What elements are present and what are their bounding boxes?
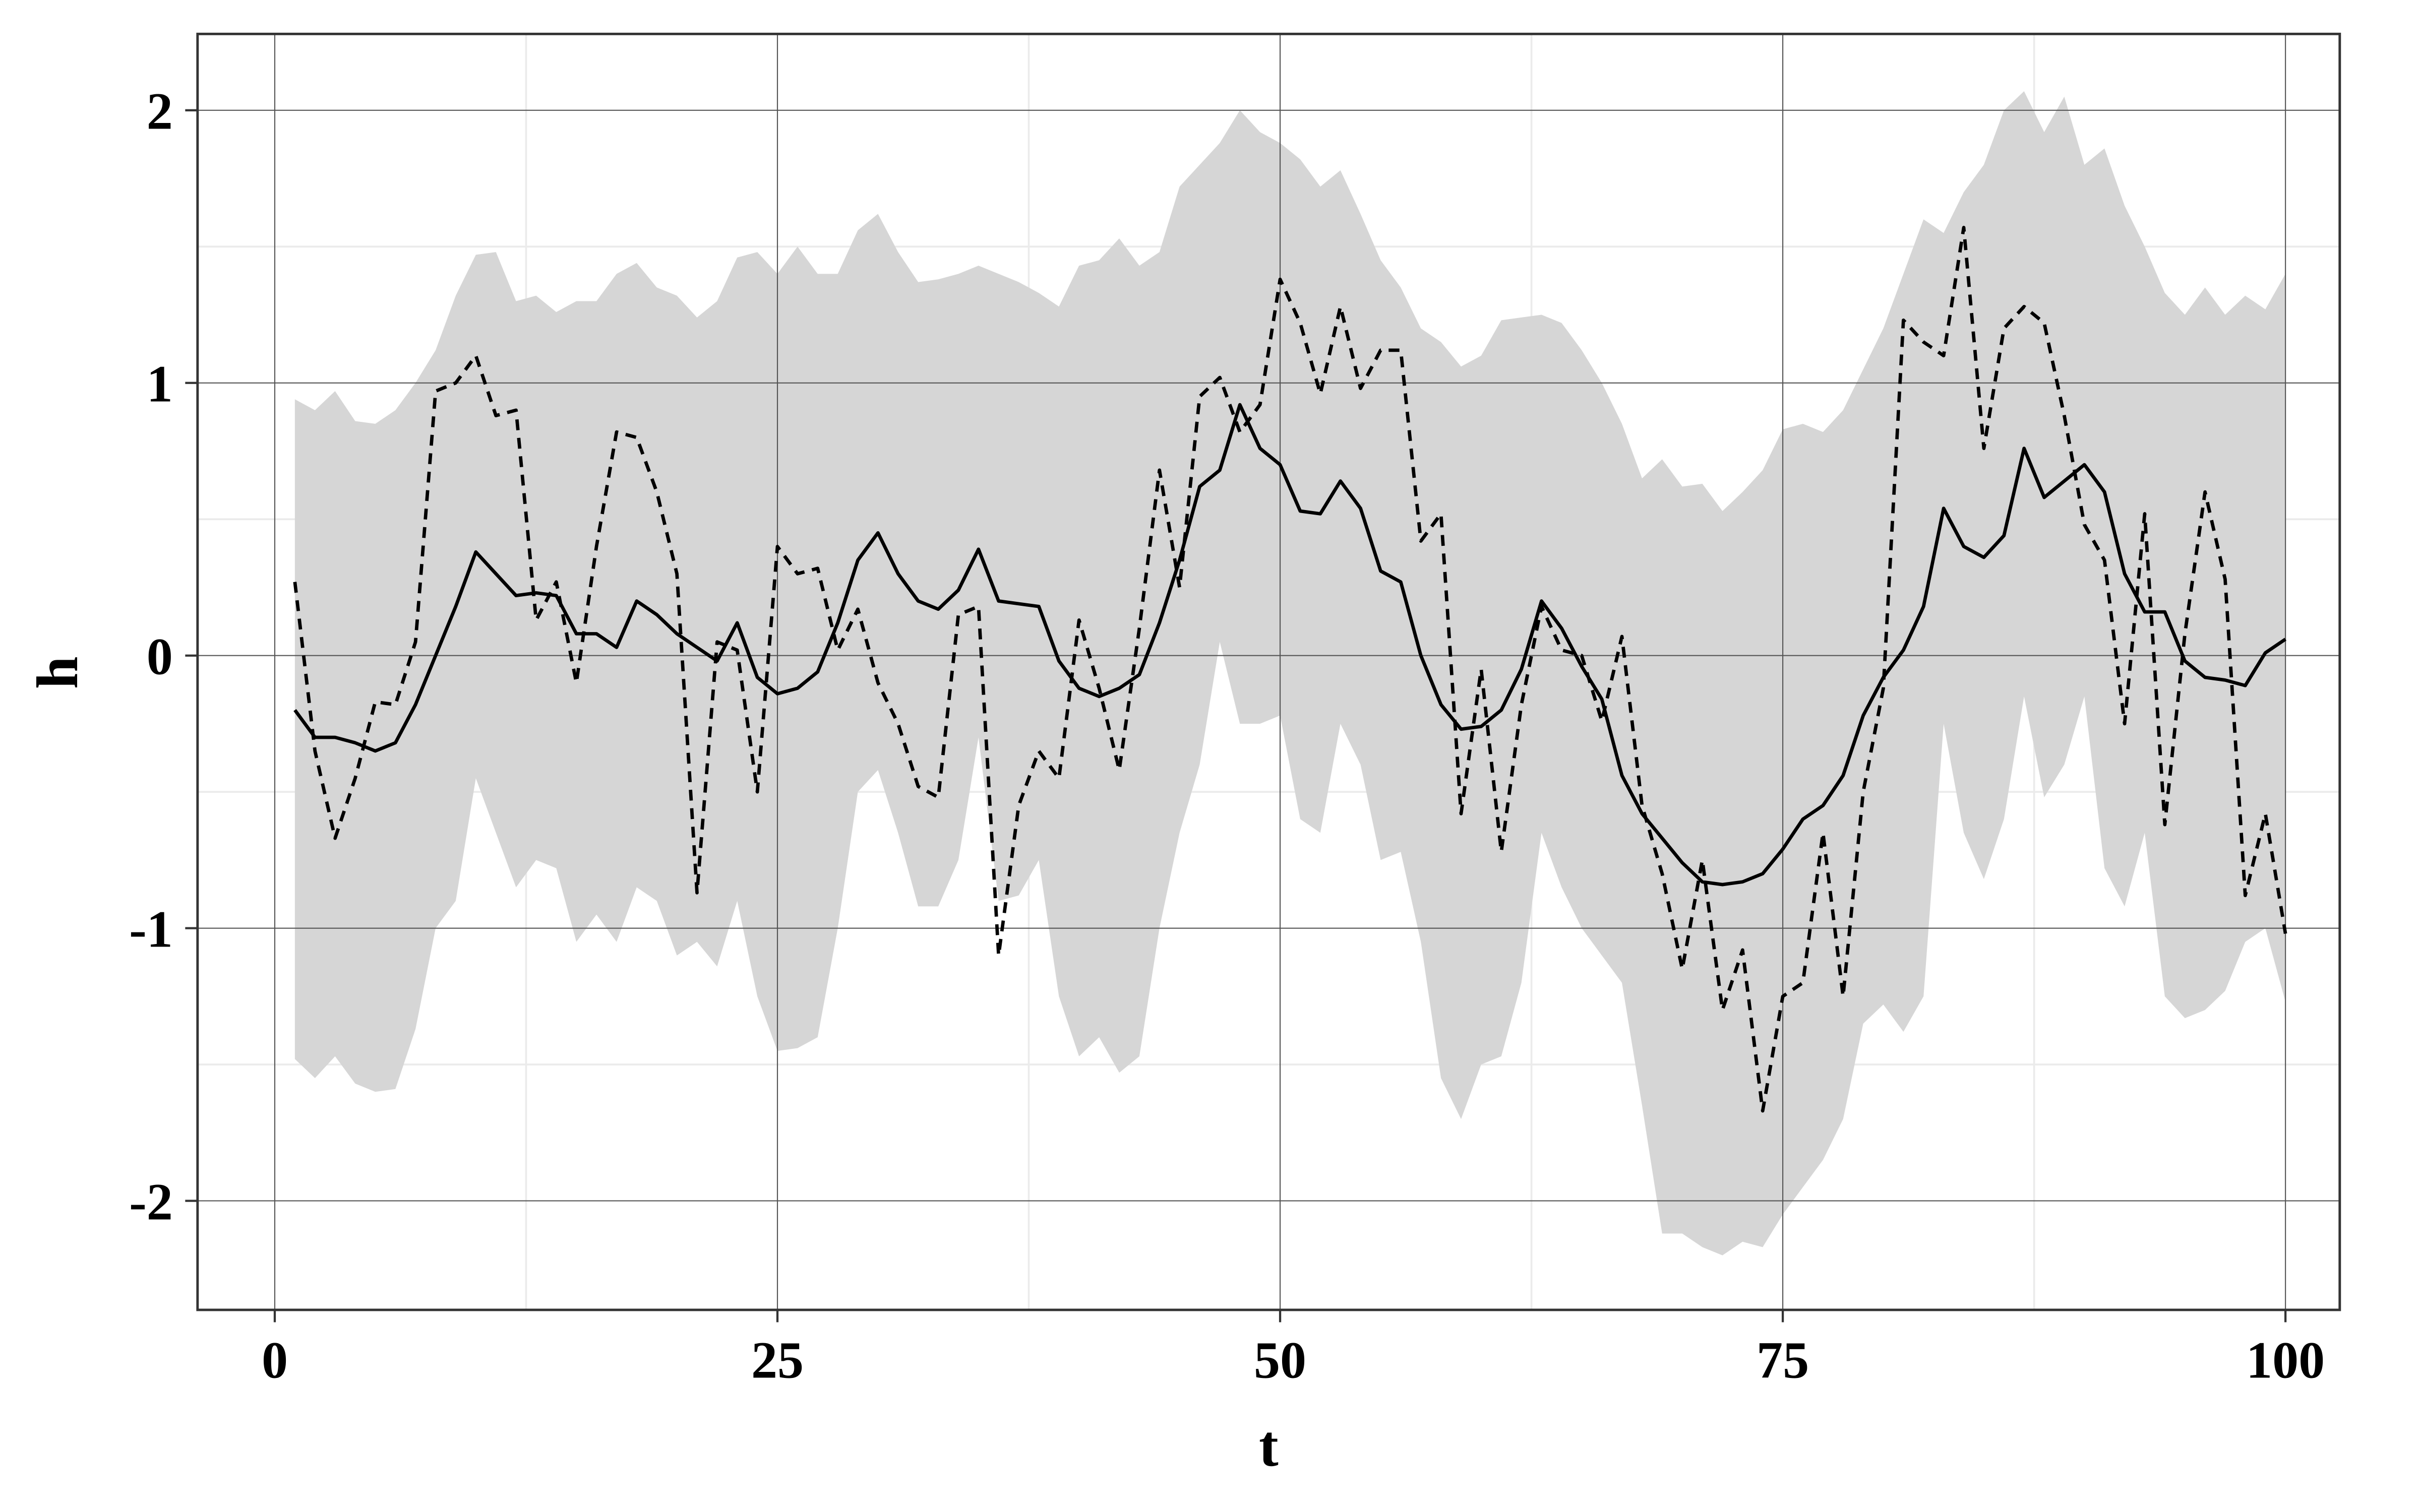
y-tick-label: 1 [147, 354, 173, 413]
panel-border [196, 32, 2341, 1311]
x-tick-label: 0 [262, 1331, 288, 1390]
y-tick-label: -2 [129, 1172, 173, 1231]
y-tick-label: 2 [147, 82, 173, 141]
band [294, 91, 2286, 1255]
y-tick-label: -1 [129, 900, 173, 958]
x-axis-title: t [1259, 1414, 1279, 1479]
x-tick-label: 75 [1757, 1331, 1809, 1390]
dashed-line [293, 226, 2287, 1113]
x-tick-label: 100 [2246, 1331, 2325, 1390]
y-axis-title: h [25, 656, 90, 689]
y-tick-label: 0 [147, 627, 173, 685]
x-tick-label: 25 [751, 1331, 804, 1390]
x-tick-label: 50 [1254, 1331, 1306, 1390]
solid-line [293, 403, 2287, 887]
